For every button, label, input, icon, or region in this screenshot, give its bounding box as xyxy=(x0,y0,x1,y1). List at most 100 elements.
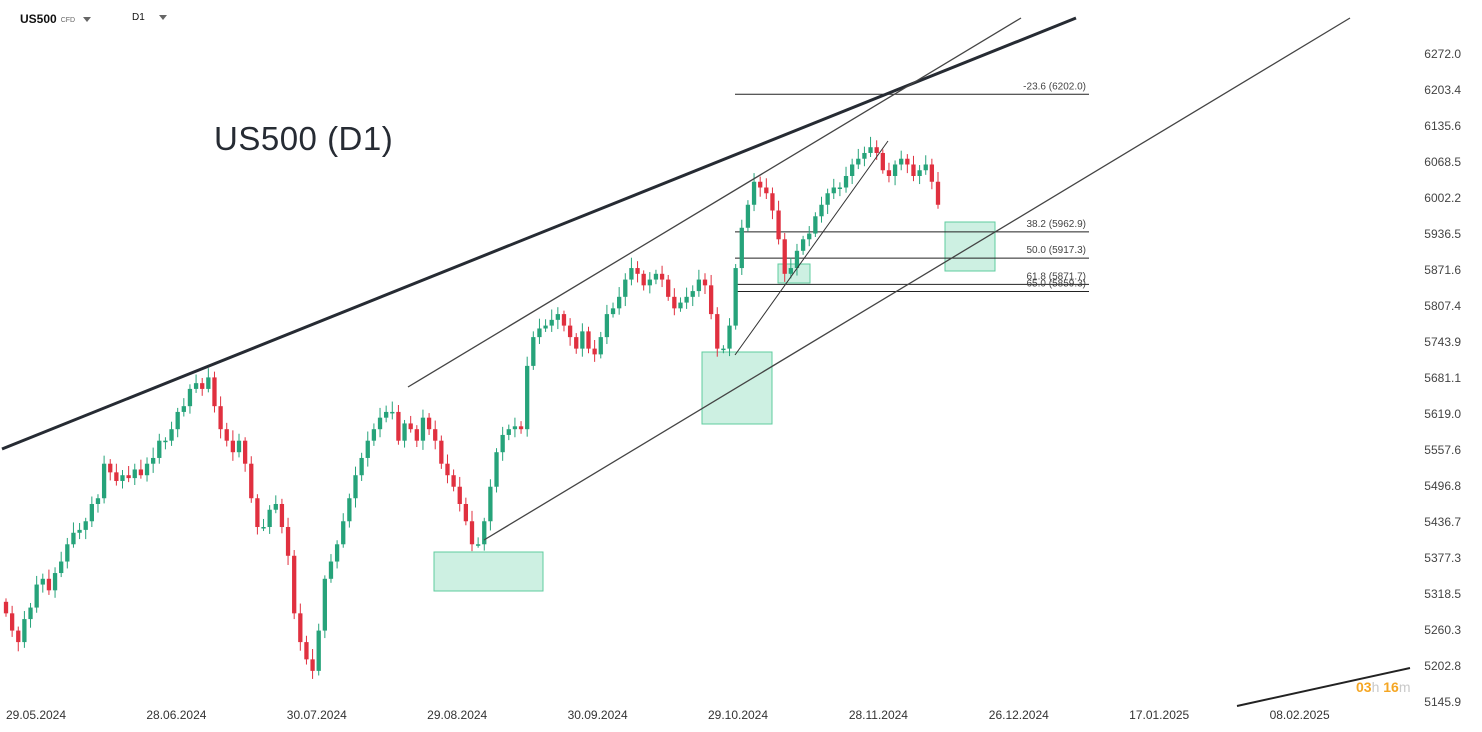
time-axis: 29.05.2024 28.06.2024 30.07.2024 29.08.2024… xyxy=(6,708,1330,722)
price-tick-label: 5318.5 xyxy=(1424,587,1461,601)
candle-body xyxy=(469,521,475,545)
candle-body xyxy=(175,411,180,430)
candle-body xyxy=(500,434,505,453)
candle-body xyxy=(77,529,82,533)
candle-body xyxy=(672,296,677,309)
candle-body xyxy=(935,181,941,205)
candle-body xyxy=(525,365,530,430)
candle-body xyxy=(758,181,763,188)
candle-body xyxy=(71,532,76,545)
candle-body xyxy=(506,429,511,435)
candle-body xyxy=(402,423,407,441)
candle-body xyxy=(892,164,898,176)
candle-body xyxy=(40,578,45,585)
candle-body xyxy=(65,544,70,562)
candle-body xyxy=(488,486,493,522)
candle-body xyxy=(359,457,364,476)
price-tick-label: 5260.3 xyxy=(1424,623,1461,637)
price-tick-label: 5436.7 xyxy=(1424,515,1461,529)
date-tick-label: 26.12.2024 xyxy=(989,708,1049,722)
candle-body xyxy=(923,164,928,171)
candle-body xyxy=(807,233,812,240)
candle-body xyxy=(837,187,843,190)
price-tick-label: 6203.4 xyxy=(1424,83,1461,97)
fibonacci-levels: -23.6 (6202.0) 38.2 (5962.9) 50.0 (5917.3)… xyxy=(735,81,1089,292)
candle-body xyxy=(666,279,671,297)
candle-body xyxy=(567,325,573,338)
candle-body xyxy=(653,273,659,280)
candle-body xyxy=(782,239,787,274)
candle-body xyxy=(518,426,524,430)
candle-body xyxy=(929,164,935,182)
candle-body xyxy=(414,429,419,441)
candle-body xyxy=(292,555,297,614)
candle-body xyxy=(138,469,144,476)
candle-body xyxy=(647,279,652,286)
candle-body xyxy=(617,296,622,309)
candle-body xyxy=(917,170,922,176)
price-tick-label: 5743.9 xyxy=(1424,335,1461,349)
price-tick-label: 5557.6 xyxy=(1424,443,1461,457)
price-tick-label: 5145.9 xyxy=(1424,695,1461,709)
candle-body xyxy=(420,417,426,441)
candle-body xyxy=(59,561,64,574)
candle-body xyxy=(702,279,708,286)
candle-body xyxy=(242,440,248,464)
price-tick-label: 5936.5 xyxy=(1424,227,1461,241)
candle-body xyxy=(641,273,646,286)
candle-body xyxy=(868,147,873,153)
candle-body xyxy=(445,463,450,476)
price-tick-label: 5807.4 xyxy=(1424,299,1461,313)
candle-body xyxy=(408,423,413,430)
candle-body xyxy=(16,630,21,643)
chart-header: US500 CFD D1 xyxy=(0,0,1400,34)
candle-body xyxy=(371,429,377,441)
candle-body xyxy=(316,630,321,671)
candle-body xyxy=(555,314,560,320)
candle-body xyxy=(34,584,39,608)
candle-body xyxy=(886,170,892,176)
candle-body xyxy=(911,164,916,176)
candle-body xyxy=(28,607,33,620)
candle-body xyxy=(690,291,695,297)
candle-body xyxy=(341,521,346,545)
symbol-selector[interactable]: US500 CFD xyxy=(20,12,92,26)
candle-body xyxy=(482,521,487,545)
candle-body xyxy=(457,486,462,504)
candle-body xyxy=(788,268,793,274)
candle-body xyxy=(384,411,389,418)
price-tick-label: 5496.8 xyxy=(1424,479,1461,493)
candle-body xyxy=(151,457,156,464)
date-tick-label: 29.05.2024 xyxy=(6,708,66,722)
channel-upper-line xyxy=(407,17,1022,388)
candle-body xyxy=(856,158,861,165)
candle-body xyxy=(22,619,27,643)
candle-body xyxy=(255,498,260,528)
demand-zones xyxy=(433,221,996,592)
symbol-type-tag: CFD xyxy=(60,16,76,24)
candle-body xyxy=(794,250,800,269)
timeframe-selector[interactable]: D1 xyxy=(132,12,167,23)
demand-zone xyxy=(433,551,544,592)
candle-body xyxy=(629,268,634,280)
candle-body xyxy=(745,204,751,228)
price-tick-label: 6272.0 xyxy=(1424,47,1461,61)
price-tick-label: 6068.5 xyxy=(1424,155,1461,169)
candle-body xyxy=(475,544,481,546)
candle-body xyxy=(659,273,665,280)
candle-body xyxy=(46,578,52,591)
fib-level-label: 61.8 (5871.7) xyxy=(1027,271,1087,282)
candle-body xyxy=(169,429,174,441)
chart-title: US500 (D1) xyxy=(214,120,394,157)
candle-body xyxy=(377,417,383,430)
candle-body xyxy=(494,452,499,487)
candle-body xyxy=(114,472,119,481)
candle-body xyxy=(721,348,726,351)
candle-body xyxy=(89,503,94,522)
date-tick-label: 17.01.2025 xyxy=(1129,708,1189,722)
candle-body xyxy=(144,463,150,476)
candle-body xyxy=(101,463,107,499)
candle-body xyxy=(831,187,836,194)
candle-body xyxy=(193,383,199,389)
